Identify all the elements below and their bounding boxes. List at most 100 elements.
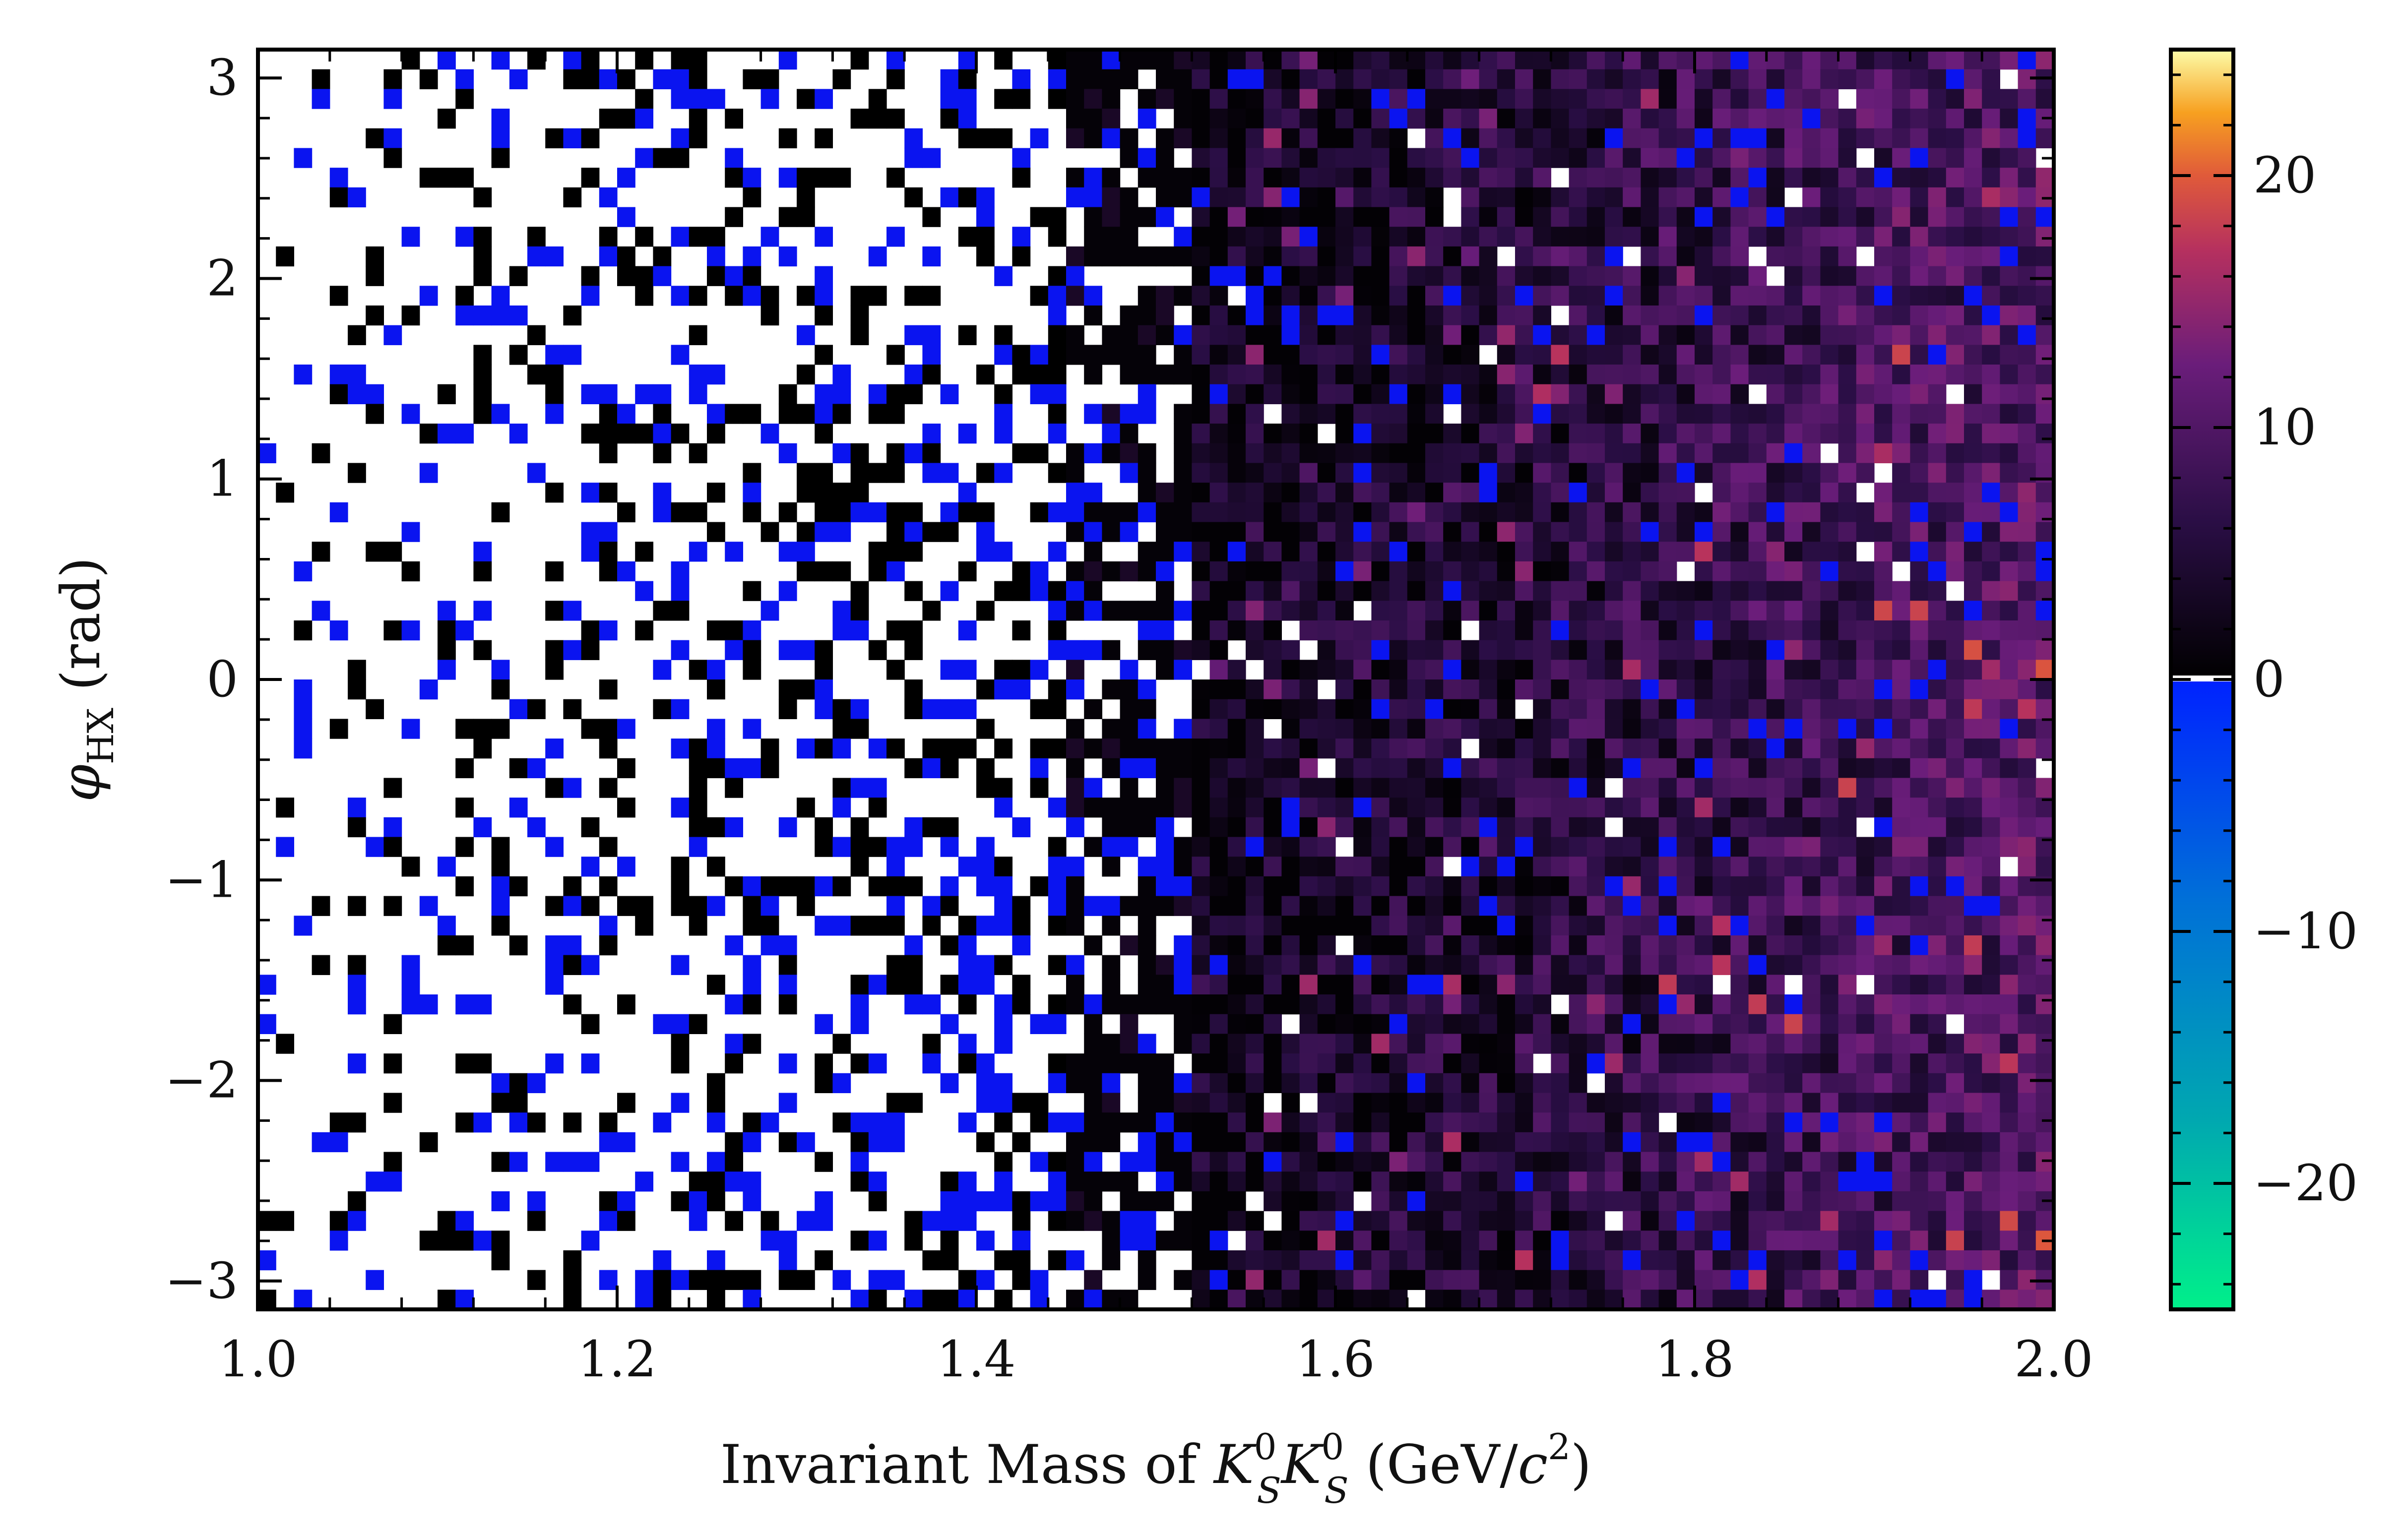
heatmap-cell <box>1820 1014 1839 1034</box>
x-axis-label-sup1: 0 <box>1254 1426 1277 1468</box>
heatmap-cell <box>1066 994 1084 1015</box>
heatmap-cell <box>671 561 690 582</box>
heatmap-cell <box>1335 89 1354 109</box>
heatmap-cell <box>1928 620 1947 641</box>
heatmap-cell <box>1676 896 1695 916</box>
heatmap-cell <box>1299 561 1318 582</box>
heatmap-cell <box>868 404 887 424</box>
heatmap-cell <box>1892 168 1910 188</box>
heatmap-cell <box>491 148 510 168</box>
heatmap-cell <box>1551 679 1570 700</box>
heatmap-cell <box>1856 286 1875 306</box>
heatmap-cell <box>1946 168 1964 188</box>
heatmap-cell <box>886 69 905 89</box>
heatmap-cell <box>1748 424 1767 444</box>
heatmap-cell <box>1748 522 1767 542</box>
heatmap-cell <box>1174 1171 1192 1192</box>
heatmap-cell <box>1407 719 1426 739</box>
heatmap-cell <box>2000 975 2019 995</box>
heatmap-cell <box>1605 50 1623 70</box>
heatmap-cell <box>1317 266 1336 286</box>
heatmap-cell <box>1515 935 1533 956</box>
heatmap-cell <box>1030 128 1049 149</box>
heatmap-cell <box>778 542 797 562</box>
heatmap-cell <box>1443 1014 1461 1034</box>
heatmap-cell <box>563 128 582 149</box>
heatmap-cell <box>1676 1132 1695 1153</box>
heatmap-cell <box>473 640 492 660</box>
heatmap-cell <box>1335 640 1354 660</box>
heatmap-cell <box>401 404 420 424</box>
heatmap-cell <box>1066 798 1084 818</box>
heatmap-cell <box>1676 758 1695 779</box>
heatmap-cell <box>1964 1152 1982 1172</box>
heatmap-cell <box>1730 916 1749 936</box>
heatmap-cell <box>1102 325 1121 345</box>
heatmap-cell <box>1874 1171 1893 1192</box>
heatmap-cell <box>1982 1073 2000 1094</box>
heatmap-cell <box>1335 305 1354 326</box>
heatmap-cell <box>778 50 797 70</box>
heatmap-cell <box>1030 443 1049 464</box>
heatmap-cell <box>2018 424 2036 444</box>
heatmap-cell <box>760 601 779 621</box>
heatmap-cell <box>1946 1270 1964 1290</box>
heatmap-cell <box>1533 89 1551 109</box>
heatmap-cell <box>1802 1132 1821 1153</box>
heatmap-cell <box>1946 1053 1964 1074</box>
heatmap-cell <box>419 69 438 89</box>
heatmap-cell <box>689 837 707 857</box>
heatmap-cell <box>1641 955 1659 975</box>
heatmap-cell <box>1174 1152 1192 1172</box>
heatmap-cell <box>1730 502 1749 523</box>
heatmap-cell <box>1389 994 1408 1015</box>
heatmap-cell <box>1299 502 1318 523</box>
heatmap-cell <box>1838 778 1857 798</box>
heatmap-cell <box>1138 325 1156 345</box>
heatmap-cell <box>1174 286 1192 306</box>
heatmap-cell <box>904 758 923 779</box>
heatmap-cell <box>1066 975 1084 995</box>
heatmap-cell <box>1928 581 1947 601</box>
heatmap-cell <box>1892 443 1910 464</box>
heatmap-cell <box>1605 739 1623 759</box>
heatmap-cell <box>1910 50 1929 70</box>
heatmap-cell <box>832 876 851 897</box>
heatmap-cell <box>1586 1014 1605 1034</box>
heatmap-cell <box>1138 1053 1156 1074</box>
heatmap-cell <box>671 89 690 109</box>
heatmap-cell <box>1802 443 1821 464</box>
heatmap-cell <box>850 483 869 503</box>
heatmap-cell <box>1192 601 1210 621</box>
heatmap-cell <box>1174 935 1192 956</box>
heatmap-cell <box>886 522 905 542</box>
heatmap-cell <box>1353 975 1372 995</box>
heatmap-cell <box>904 581 923 601</box>
heatmap-cell <box>1371 246 1390 267</box>
heatmap-cell <box>1766 286 1785 306</box>
heatmap-cell <box>2018 266 2036 286</box>
heatmap-cell <box>1730 542 1749 562</box>
heatmap-cell <box>2035 1053 2054 1074</box>
heatmap-cell <box>1874 1034 1893 1054</box>
heatmap-cell <box>1946 640 1964 660</box>
heatmap-cell <box>1497 502 1516 523</box>
heatmap-cell <box>1317 739 1336 759</box>
heatmap-cell <box>1246 89 1264 109</box>
heatmap-cell <box>1389 246 1408 267</box>
heatmap-cell <box>1407 975 1426 995</box>
heatmap-cell <box>1730 483 1749 503</box>
heatmap-cell <box>1676 640 1695 660</box>
heatmap-cell <box>1371 817 1390 838</box>
heatmap-cell <box>671 1152 690 1172</box>
heatmap-cell <box>832 168 851 188</box>
heatmap-cell <box>348 1112 366 1133</box>
heatmap-cell <box>1209 798 1228 818</box>
heatmap-cell <box>1156 955 1174 975</box>
heatmap-cell <box>1586 1250 1605 1271</box>
heatmap-cell <box>1353 246 1372 267</box>
heatmap-cell <box>1784 483 1803 503</box>
heatmap-cell <box>1461 1152 1480 1172</box>
heatmap-cell <box>922 1250 941 1271</box>
heatmap-cell <box>2000 50 2019 70</box>
